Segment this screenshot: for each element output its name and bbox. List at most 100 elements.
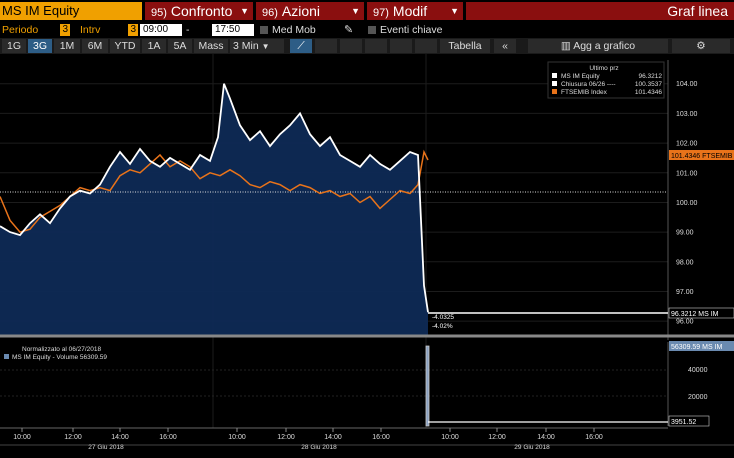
x-tick-label: 10:00 — [228, 434, 246, 441]
camera-tool-icon[interactable] — [415, 39, 437, 53]
range-mass[interactable]: Mass — [194, 39, 228, 53]
add-chart-button[interactable]: ▥ Agg a grafico — [528, 39, 668, 53]
x-tick-label: 10:00 — [13, 434, 31, 441]
y-tick-label: 96.00 — [676, 319, 694, 326]
x-tick-label: 12:00 — [277, 434, 295, 441]
legend-label-ftse: FTSEMIB Index — [561, 89, 608, 96]
volume-tick-40000: 40000 — [688, 367, 708, 374]
range-1m[interactable]: 1M — [54, 39, 80, 53]
modif-label: Modif — [392, 3, 428, 19]
top-command-bar: MS IM Equity 95) Confronto ▼ 96) Azioni ▼ 97… — [0, 0, 734, 22]
volume-tag-text: 56309.59 MS IM — [671, 344, 723, 351]
volume-legend-swatch — [4, 354, 9, 359]
x-tick-label: 16:00 — [372, 434, 390, 441]
range-3g[interactable]: 3G — [28, 39, 52, 53]
x-date-label: 29 Giu 2018 — [514, 444, 550, 451]
drop-abs-label: -4.0325 — [432, 314, 454, 321]
chevron-down-icon: ▼ — [261, 42, 270, 51]
med-mob-label: Med Mob — [272, 24, 316, 36]
volume-tick-20000: 20000 — [688, 394, 708, 401]
legend-swatch-ftse — [552, 89, 557, 94]
confronto-label: Confronto — [170, 3, 233, 19]
volume-normalized-note: Normalizzato al 06/27/2018 — [22, 346, 102, 353]
y-tick-label: 99.00 — [676, 230, 694, 237]
start-time-input[interactable]: 09:00 — [140, 24, 182, 36]
range-1g[interactable]: 1G — [2, 39, 26, 53]
range-5a[interactable]: 5A — [168, 39, 192, 53]
volume-panel: Normalizzato al 06/27/2018 MS IM Equity … — [0, 341, 734, 427]
confronto-num: 95) — [151, 7, 167, 19]
end-time-input[interactable]: 17:50 — [212, 24, 254, 36]
add-chart-label: Agg a grafico — [573, 40, 636, 52]
ms-area-fill — [0, 83, 428, 336]
intrv-input[interactable]: 3 — [128, 24, 138, 36]
azioni-button[interactable]: 96) Azioni ▼ — [256, 2, 364, 20]
legend-value-close: 100.3537 — [635, 81, 662, 88]
draw-tool-icon[interactable] — [315, 39, 337, 53]
chevron-down-icon: ▼ — [240, 6, 249, 16]
y-tick-label: 97.00 — [676, 289, 694, 296]
zoom-tool-icon[interactable] — [365, 39, 387, 53]
x-tick-label: 12:00 — [64, 434, 82, 441]
time-axis: 10:00 12:00 14:00 16:00 10:00 12:00 14:00 16:00… — [0, 427, 734, 451]
ftsemib-price-tag-text: 101.4346 FTSEMIB — [671, 153, 733, 160]
x-tick-label: 14:00 — [111, 434, 129, 441]
line-chart-icon[interactable]: ⟋ — [290, 39, 312, 53]
range-6m[interactable]: 6M — [82, 39, 108, 53]
bar-chart-icon: ▥ — [560, 40, 571, 52]
price-chart: 104.00 103.00 102.00 101.00 100.00 99.00 98.00… — [0, 54, 734, 453]
pencil-icon[interactable]: ✎ — [344, 24, 354, 36]
view-title: Graf linea — [466, 2, 734, 20]
modif-num: 97) — [373, 7, 389, 19]
y-tick-label: 100.00 — [676, 200, 698, 207]
interval-select[interactable]: 3 Min ▼ — [230, 39, 284, 53]
y-tick-label: 98.00 — [676, 259, 694, 266]
volume-legend-label: MS IM Equity - Volume 56309.59 — [12, 354, 107, 361]
range-1a[interactable]: 1A — [142, 39, 166, 53]
x-tick-label: 12:00 — [488, 434, 506, 441]
settings-bar: Periodo 3 Intrv 3 09:00 - 17:50 Med Mob … — [0, 22, 734, 38]
periodo-input[interactable]: 3 — [60, 24, 70, 36]
ticker-field[interactable]: MS IM Equity — [0, 2, 142, 20]
chevron-down-icon: ▼ — [351, 6, 360, 16]
time-separator: - — [186, 24, 190, 36]
tabella-button[interactable]: Tabella — [440, 39, 490, 53]
range-ytd[interactable]: YTD — [110, 39, 140, 53]
x-tick-label: 16:00 — [159, 434, 177, 441]
x-tick-label: 14:00 — [324, 434, 342, 441]
legend-label-close: Chiusura 06/26 ---- — [561, 81, 616, 88]
modif-button[interactable]: 97) Modif ▼ — [367, 2, 463, 20]
gear-icon[interactable]: ⚙ — [672, 39, 730, 53]
x-tick-label: 14:00 — [537, 434, 555, 441]
x-tick-label: 10:00 — [441, 434, 459, 441]
interval-select-value: 3 Min — [233, 40, 259, 52]
volume-tag — [669, 341, 734, 351]
y-tick-label: 102.00 — [676, 141, 698, 148]
ftsemib-price-tag — [669, 150, 734, 160]
y-tick-label: 103.00 — [676, 111, 698, 118]
measure-tool-icon[interactable] — [390, 39, 412, 53]
legend-value-ftse: 101.4346 — [635, 89, 662, 96]
med-mob-checkbox[interactable] — [260, 26, 268, 34]
azioni-label: Azioni — [281, 3, 321, 19]
x-tick-label: 16:00 — [585, 434, 603, 441]
legend-swatch-ms — [552, 73, 557, 78]
volume-low-tag — [668, 415, 710, 427]
eventi-checkbox[interactable] — [368, 26, 376, 34]
legend-value-ms: 96.3212 — [639, 73, 663, 80]
x-date-label: 28 Giu 2018 — [301, 444, 337, 451]
annotate-tool-icon[interactable] — [340, 39, 362, 53]
volume-low-tag-text: 3951.52 — [671, 419, 696, 426]
collapse-icon[interactable]: « — [494, 39, 516, 53]
ms-price-tag — [668, 307, 734, 319]
ms-series-line — [0, 83, 429, 313]
chart-area: 104.00 103.00 102.00 101.00 100.00 99.00 98.00… — [0, 54, 734, 453]
y-tick-label: 101.00 — [676, 170, 698, 177]
volume-spike-bar — [425, 345, 430, 427]
ms-price-tag-text: 96.3212 MS IM — [671, 311, 719, 318]
range-toolbar: 1G 3G 1M 6M YTD 1A 5A Mass 3 Min ▼ ⟋ Tab… — [0, 38, 734, 54]
periodo-label: Periodo — [2, 24, 39, 36]
chevron-down-icon: ▼ — [450, 6, 459, 16]
confronto-button[interactable]: 95) Confronto ▼ — [145, 2, 253, 20]
chart-legend: Ultimo prz MS IM Equity 96.3212 Chiusura… — [547, 61, 665, 99]
